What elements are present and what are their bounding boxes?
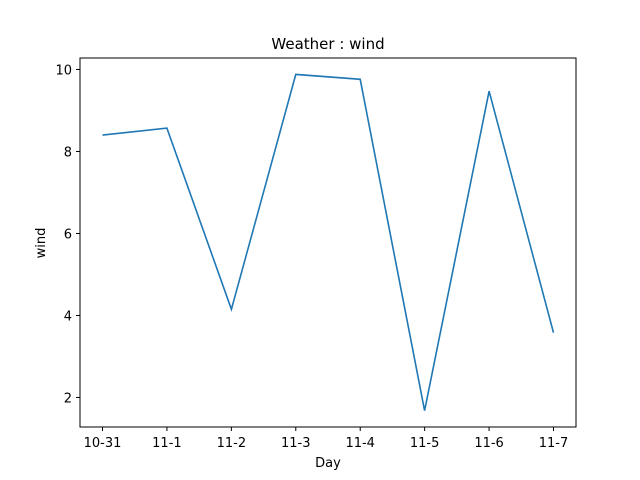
x-tick-label: 11-3: [281, 436, 311, 451]
plot-area: [80, 58, 576, 427]
x-tick-label: 11-6: [474, 436, 504, 451]
x-tick-label: 11-4: [345, 436, 375, 451]
x-tick-label: 11-7: [539, 436, 569, 451]
x-tick-label: 10-31: [84, 436, 122, 451]
x-tick-label: 11-1: [152, 436, 182, 451]
y-tick-label: 10: [55, 63, 72, 78]
plot-frame: [79, 57, 577, 428]
wind-series-line: [102, 73, 555, 411]
chart-title: Weather : wind: [271, 35, 384, 53]
y-tick-label: 4: [64, 309, 72, 324]
x-axis-label: Day: [315, 456, 341, 471]
y-tick-label: 6: [64, 227, 72, 242]
y-axis-label: wind: [34, 228, 49, 259]
series-layer: [102, 73, 555, 411]
y-tick-label: 2: [64, 391, 72, 406]
y-axis-ticks: 2 4 6 8 10: [55, 63, 80, 406]
x-tick-label: 11-2: [217, 436, 247, 451]
x-axis-ticks: 10-31 11-1 11-2 11-3 11-4 11-5 11-6 11-7: [84, 427, 569, 451]
y-tick-label: 8: [64, 145, 72, 160]
x-tick-label: 11-5: [410, 436, 440, 451]
